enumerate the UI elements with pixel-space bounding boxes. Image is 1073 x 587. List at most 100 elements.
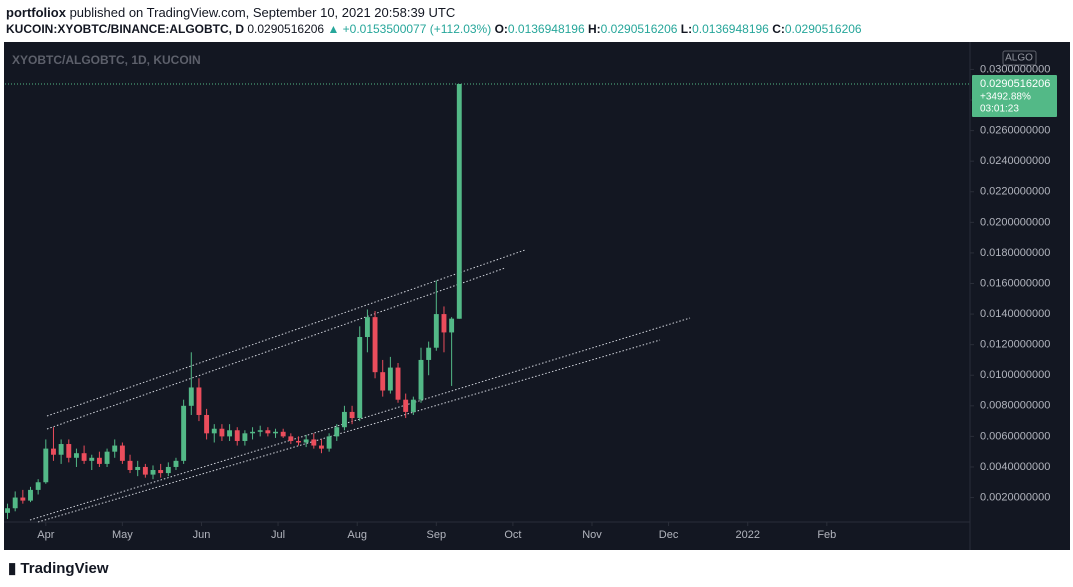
y-tick-label: 0.0260000000 [980,125,1050,137]
candle-body [5,508,10,513]
x-tick-label: Dec [659,529,679,541]
symbol: KUCOIN:XYOBTC/BINANCE:ALGOBTC, D [6,22,244,36]
y-tick-label: 0.0020000000 [980,491,1050,503]
candle-body [20,497,26,501]
candle-body [112,445,118,452]
low-value: 0.0136948196 [692,22,769,36]
last-price: 0.0290516206 [247,22,325,36]
candle-body [58,444,64,455]
candle-body [119,445,125,461]
y-tick-label: 0.0120000000 [980,339,1050,351]
candle-body [196,387,202,415]
x-tick-label: Jun [193,529,211,541]
logo: ▮ TradingView [8,560,109,577]
candle-body [296,440,301,443]
trend-line [37,339,661,523]
close-value: 0.0290516206 [784,22,862,36]
candle-body [234,430,240,441]
candle-body [426,347,432,360]
candle-body [81,453,87,461]
candle-body [135,466,141,471]
y-tick-label: 0.0080000000 [980,400,1050,412]
candle-body [280,431,286,437]
candle-body [456,83,462,319]
y-tick-label: 0.0220000000 [980,186,1050,198]
candle-body [43,448,49,483]
trend-line [29,317,691,521]
y-tick-label: 0.0040000000 [980,461,1050,473]
candle-body [273,431,278,434]
last-price-label: 0.0290516206 [980,78,1050,90]
candle-body [12,497,18,509]
low-label: L: [680,22,693,36]
trend-line [46,249,526,417]
x-tick-label: 2022 [735,529,759,541]
candle-body [242,433,248,441]
chart-background [4,42,1070,550]
candle-body [372,317,378,373]
candle-body [158,470,164,474]
y-tick-label: 0.0160000000 [980,277,1050,289]
candle-body [433,314,439,348]
y-tick-label: 0.0180000000 [980,247,1050,259]
ohlc-line: KUCOIN:XYOBTC/BINANCE:ALGOBTC, D 0.02905… [6,22,862,36]
candle-body [410,399,416,412]
candle-body [96,457,102,464]
candle-body [387,367,393,391]
symbol-badge-text: ALGO [1005,53,1033,64]
candle-body [403,399,409,412]
publish-text: published on TradingView.com, September … [69,5,456,20]
candle-body [35,482,41,490]
candle-body [265,430,271,434]
candle-body [219,428,225,437]
candle-body [257,430,263,432]
candle-body [364,317,370,338]
candle-body [28,489,33,501]
y-tick-label: 0.0300000000 [980,63,1050,75]
last-change-label: +3492.88% [980,92,1031,103]
trend-lines [29,249,691,523]
candle-body [127,460,133,471]
candle-body [334,427,340,437]
candle-body [288,436,294,441]
candle-body [349,411,355,419]
countdown-label: 03:01:23 [980,104,1019,115]
x-tick-label: Oct [504,529,521,541]
candle-body [204,414,210,434]
candle-body [311,439,317,446]
high-label: H: [588,22,601,36]
y-tick-label: 0.0200000000 [980,216,1050,228]
y-tick-label: 0.0100000000 [980,369,1050,381]
x-tick-label: Sep [427,529,447,541]
candle-body [181,405,187,461]
candle-body [165,466,171,474]
y-tick-label: 0.0060000000 [980,430,1050,442]
candle-body [395,367,401,400]
pane-label: XYOBTC/ALGOBTC, 1D, KUCOIN [12,53,201,67]
candle-body [73,453,79,458]
candle-body [326,436,332,449]
candle-body [250,431,255,434]
change: ▲ +0.0153500077 (+112.03%) [327,22,492,36]
open-label: O: [494,22,508,36]
last-price-box [972,74,1057,117]
author: portfoliox [6,5,66,20]
candle-body [142,466,148,475]
candle-body [449,318,455,333]
candle-body [188,387,194,406]
publish-line: portfoliox published on TradingView.com,… [6,5,455,20]
symbol-badge [1002,50,1037,66]
x-tick-label: Aug [347,529,367,541]
candle-body [89,457,95,461]
candle-body [51,448,56,455]
y-tick-label: 0.0140000000 [980,308,1050,320]
high-value: 0.0290516206 [600,22,678,36]
logo-text: TradingView [20,560,109,577]
close-label: C: [772,22,785,36]
candle-body [104,451,110,464]
candle-body [303,439,309,443]
candle-body [418,359,424,400]
y-tick-label: 0.0240000000 [980,155,1050,167]
